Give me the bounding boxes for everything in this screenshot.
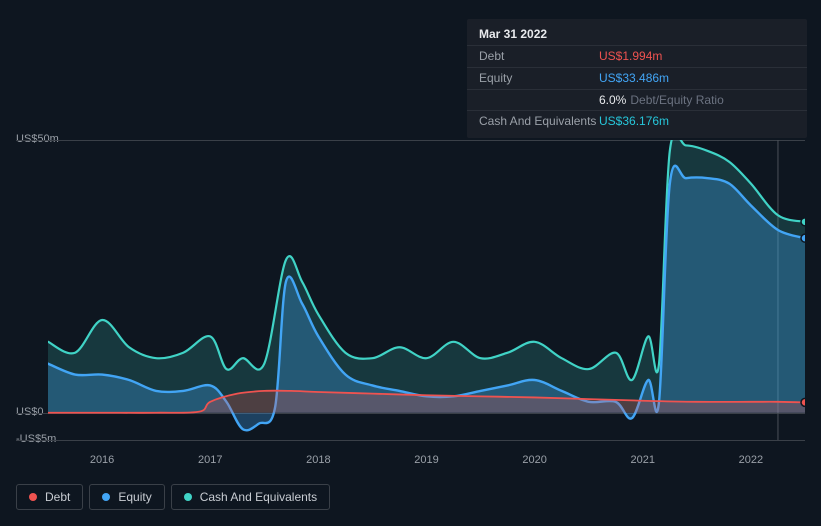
tooltip-ratio-label: Debt/Equity Ratio — [630, 92, 723, 109]
legend-item[interactable]: Cash And Equivalents — [171, 484, 330, 510]
legend-label: Equity — [118, 490, 151, 504]
legend-item[interactable]: Debt — [16, 484, 83, 510]
axis-line — [16, 440, 805, 441]
legend: Debt Equity Cash And Equivalents — [16, 484, 330, 510]
x-axis-label: 2016 — [90, 454, 114, 466]
series-end-dot — [801, 234, 805, 242]
x-axis-label: 2019 — [414, 454, 438, 466]
legend-dot-icon — [29, 493, 37, 501]
chart-plot — [48, 140, 805, 440]
chart-area: US$50mUS$0-US$5m201620172018201920202021… — [16, 120, 805, 456]
tooltip-row: 6.0%Debt/Equity Ratio — [467, 89, 807, 111]
tooltip-row-label: Equity — [479, 70, 599, 87]
series-end-dot — [801, 218, 805, 226]
x-axis-label: 2020 — [522, 454, 546, 466]
x-axis-label: 2022 — [739, 454, 763, 466]
legend-dot-icon — [184, 493, 192, 501]
tooltip-row-label — [479, 92, 599, 109]
x-axis-label: 2021 — [631, 454, 655, 466]
legend-label: Cash And Equivalents — [200, 490, 317, 504]
x-axis-label: 2018 — [306, 454, 330, 466]
x-axis-label: 2017 — [198, 454, 222, 466]
legend-dot-icon — [102, 493, 110, 501]
legend-label: Debt — [45, 490, 70, 504]
y-axis-label: US$0 — [16, 406, 44, 418]
series-end-dot — [801, 398, 805, 406]
tooltip-row: DebtUS$1.994m — [467, 45, 807, 67]
tooltip-row-value: US$33.486m — [599, 70, 669, 87]
tooltip-row: EquityUS$33.486m — [467, 67, 807, 89]
tooltip-row-label: Debt — [479, 48, 599, 65]
tooltip-row-value: 6.0% — [599, 92, 626, 109]
tooltip-date: Mar 31 2022 — [467, 25, 807, 45]
tooltip-row-value: US$1.994m — [599, 48, 662, 65]
legend-item[interactable]: Equity — [89, 484, 164, 510]
